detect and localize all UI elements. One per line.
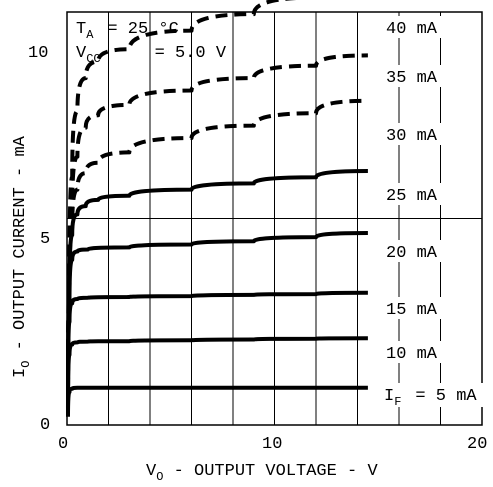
label-bg: [378, 383, 483, 407]
curve-label-20ma: 20 mA: [386, 244, 438, 263]
label-bg: [378, 183, 458, 205]
curve-10ma: [66, 336, 368, 413]
x-tick-labels: 0 10 20: [58, 435, 487, 454]
label-bg: [378, 65, 458, 87]
label-bg: [378, 16, 458, 38]
plot-frame: [66, 11, 483, 426]
if-subscript: F: [394, 395, 401, 409]
label-bg: [378, 341, 458, 363]
y-tick-label-0: 0: [40, 416, 50, 435]
x-tick-label-20: 20: [467, 435, 487, 454]
if-symbol: I: [384, 387, 394, 406]
curve-label-30ma: 30 mA: [386, 127, 438, 146]
curve-25ma: [66, 169, 368, 409]
vcc-condition: VCC = 5.0 V: [76, 44, 227, 66]
curve-30ma: [66, 98, 368, 409]
curve-label-35ma: 35 mA: [386, 69, 438, 88]
y-tick-labels: 0 5 10: [28, 44, 50, 435]
curves: [66, 0, 368, 417]
curve-label-15ma: 15 mA: [386, 301, 438, 320]
y-tick-label-10: 10: [28, 44, 48, 63]
x-axis-title: VO - OUTPUT VOLTAGE - V: [146, 462, 378, 484]
curve-20ma: [66, 231, 368, 409]
label-bg: [378, 240, 458, 262]
curve-labels: 40 mA 35 mA 30 mA 25 mA 20 mA 15 mA 10 m…: [378, 16, 483, 409]
y-tick-label-5: 5: [40, 230, 50, 249]
x-tick-label-0: 0: [58, 435, 68, 454]
curve-label-40ma: 40 mA: [386, 20, 438, 39]
curve-label-10ma: 10 mA: [386, 345, 438, 364]
x-tick-label-10: 10: [262, 435, 282, 454]
ta-condition: TA = 25 °C: [76, 20, 179, 42]
label-bg: [378, 297, 458, 319]
curve-label-25ma: 25 mA: [386, 187, 438, 206]
if-value: = 5 mA: [415, 387, 477, 406]
label-bg: [378, 123, 458, 145]
curve-5ma: [66, 385, 368, 417]
curve-label-5ma: IF = 5 mA: [384, 387, 477, 409]
conditions-block: TA = 25 °C VCC = 5.0 V: [76, 20, 227, 66]
curve-35ma: [66, 53, 368, 409]
y-axis-title: IO - OUTPUT CURRENT - mA: [11, 135, 33, 378]
curve-15ma: [66, 290, 368, 409]
